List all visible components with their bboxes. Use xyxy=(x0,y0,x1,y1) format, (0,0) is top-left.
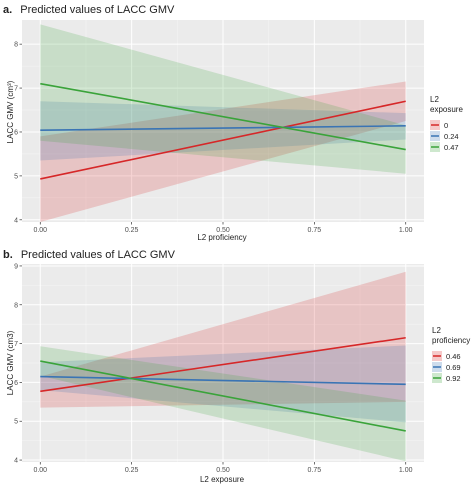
panel-b-y-tick-label: 7 xyxy=(14,341,18,348)
panel-b-plot-area: 0.00 0.25 0.50 0.75 1.00 4 5 6 7 8 9 xyxy=(14,263,424,474)
panel-a-y-tick-label: 7 xyxy=(14,86,18,93)
panel-a-line-0_24 xyxy=(40,125,406,132)
panel-b-legend-title-line1: L2 xyxy=(432,326,441,335)
panel-b-x-tick-label: 0.50 xyxy=(216,467,230,474)
panel-b-y-tick-label: 5 xyxy=(14,419,18,426)
panel-a-x-tick-label: 0.00 xyxy=(33,227,47,234)
panel-a-tag: a. xyxy=(3,4,12,16)
panel-a-y-tick-label: 6 xyxy=(14,129,18,136)
panel-b-x-tick-label: 0.00 xyxy=(33,467,47,474)
panel-a-legend-label-0_47: 0.47 xyxy=(444,143,459,152)
panel-b-line-0_46 xyxy=(40,336,406,393)
panel-b-x-axis-label: L2 exposure xyxy=(200,475,245,484)
panel-a-x-axis-label: L2 proficiency xyxy=(197,233,246,242)
panel-a-y-tick-label: 8 xyxy=(14,42,18,49)
panel-a-y-tick-label: 4 xyxy=(14,217,18,224)
panel-b-title-text: Predicted values of LACC GMV xyxy=(21,249,176,261)
panel-b-y-tick-label: 4 xyxy=(14,458,18,465)
panel-b-line-0_92 xyxy=(40,360,406,432)
panel-a-x-tick-label: 0.75 xyxy=(308,227,322,234)
panel-b-x-tick-label: 1.00 xyxy=(399,467,413,474)
panel-a-ribbon-0_24 xyxy=(40,101,406,161)
panel-a-legend-keys: 0 0.24 0.47 xyxy=(430,120,459,152)
panel-a-ribbon-0_47 xyxy=(40,24,406,174)
panel-a-line-0_47 xyxy=(40,82,406,151)
panel-b-x-tick-label: 0.25 xyxy=(125,467,139,474)
panel-b-legend-label-0_46: 0.46 xyxy=(446,352,461,361)
panel-a-legend-title-line1: L2 xyxy=(430,95,439,104)
panel-b-legend: L2 proficiency 0.46 0.69 0.92 xyxy=(432,326,470,383)
panel-b-tag: b. xyxy=(3,249,13,261)
panel-b-x-tick-label: 0.75 xyxy=(308,467,322,474)
panel-b-ribbon-0_92 xyxy=(40,346,406,462)
panel-b-legend-title-line2: proficiency xyxy=(432,336,470,345)
panel-a-title-text: Predicted values of LACC GMV xyxy=(20,4,175,16)
panel-a-ribbon-0 xyxy=(40,81,406,222)
panel-a: a. Predicted values of LACC GMV LACC GMV… xyxy=(3,4,463,242)
panel-b-legend-keys: 0.46 0.69 0.92 xyxy=(432,351,461,383)
panel-b-y-axis-label: LACC GMV (cm3) xyxy=(6,330,15,395)
panel-a-title: a. Predicted values of LACC GMV xyxy=(3,4,175,16)
panel-b-y-tick-label: 8 xyxy=(14,302,18,309)
panel-b-legend-label-0_92: 0.92 xyxy=(446,374,461,383)
panel-a-legend-title-line2: exposure xyxy=(430,105,463,114)
panel-a-plot-area: 0.00 0.25 0.50 0.75 1.00 4 5 6 7 8 xyxy=(14,20,424,234)
panel-a-x-tick-label: 0.25 xyxy=(125,227,139,234)
panel-b-title: b. Predicted values of LACC GMV xyxy=(3,249,176,261)
panel-b-line-0_69 xyxy=(40,375,406,386)
panel-a-y-axis-label: LACC GMV (cm³) xyxy=(6,80,15,143)
panel-a-line-0 xyxy=(40,100,406,180)
panel-a-y-tick-label: 5 xyxy=(14,173,18,180)
panel-b-y-tick-label: 9 xyxy=(14,263,18,270)
panel-a-x-tick-label: 0.50 xyxy=(216,227,230,234)
panel-a-legend-label-0: 0 xyxy=(444,121,448,130)
panel-b-ribbon-0_69 xyxy=(40,345,406,423)
panel-b-ribbon-0_46 xyxy=(40,271,406,408)
panel-b: b. Predicted values of LACC GMV LACC GMV… xyxy=(3,249,470,484)
panel-a-legend: L2 exposure 0 0.24 0.47 xyxy=(430,95,463,152)
panel-a-legend-label-0_24: 0.24 xyxy=(444,132,459,141)
panel-a-x-tick-label: 1.00 xyxy=(399,227,413,234)
panel-b-legend-label-0_69: 0.69 xyxy=(446,363,461,372)
panel-b-y-tick-label: 6 xyxy=(14,380,18,387)
